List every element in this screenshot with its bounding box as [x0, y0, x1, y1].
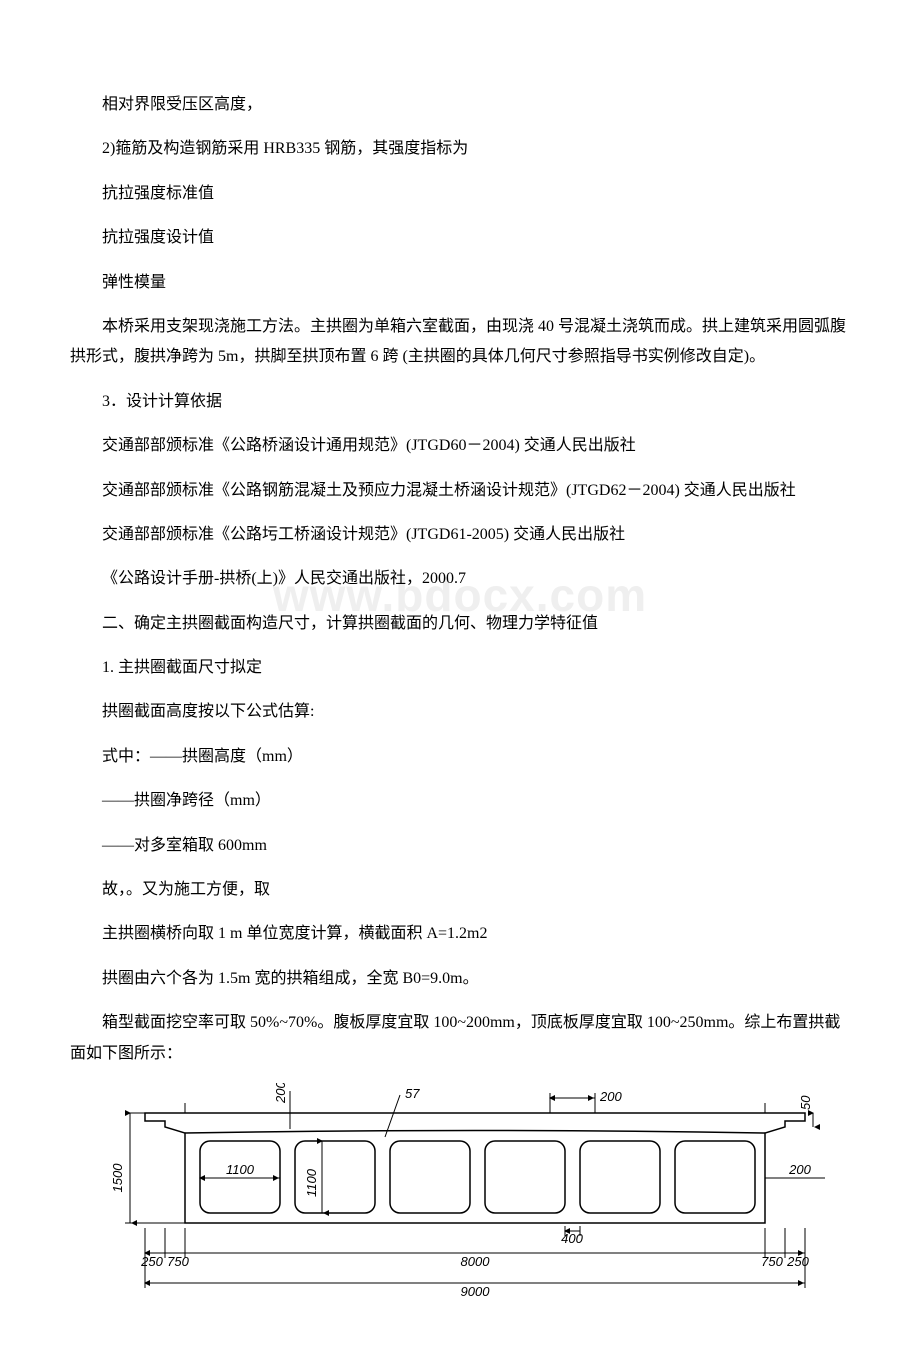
paragraph: ——拱圈净跨径（mm）: [70, 786, 850, 816]
paragraph: ——对多室箱取 600mm: [70, 831, 850, 861]
dim-label: 250: [140, 1254, 163, 1269]
dim-label: 250: [786, 1254, 809, 1269]
paragraph: 拱圈由六个各为 1.5m 宽的拱箱组成，全宽 B0=9.0m。: [70, 964, 850, 994]
dim-label: 200: [599, 1089, 622, 1104]
paragraph: 1. 主拱圈截面尺寸拟定: [70, 653, 850, 683]
paragraph: 交通部部颁标准《公路钢筋混凝土及预应力混凝土桥涵设计规范》(JTGD62－200…: [70, 476, 850, 506]
dim-label: 200: [273, 1083, 288, 1104]
dim-label: 1100: [304, 1168, 319, 1197]
dim-label: 1500: [110, 1163, 125, 1193]
paragraph: 式中：——拱圈高度（mm）: [70, 742, 850, 772]
cross-section-diagram: 200 57 200 50 1500 1100: [90, 1083, 830, 1308]
dim-label: 9000: [461, 1284, 491, 1299]
paragraph: 相对界限受压区高度，: [70, 90, 850, 120]
paragraph: 弹性模量: [70, 268, 850, 298]
dim-label: 750: [167, 1254, 189, 1269]
paragraph: 抗拉强度设计值: [70, 223, 850, 253]
paragraph: 抗拉强度标准值: [70, 179, 850, 209]
dim-label: 400: [561, 1231, 583, 1246]
paragraph: 交通部部颁标准《公路圬工桥涵设计规范》(JTGD61-2005) 交通人民出版社: [70, 520, 850, 550]
dim-label: 50: [798, 1095, 813, 1110]
dim-label: 1100: [226, 1162, 255, 1177]
document-body: 相对界限受压区高度， 2)箍筋及构造钢筋采用 HRB335 钢筋，其强度指标为 …: [70, 90, 850, 1308]
paragraph: 主拱圈横桥向取 1 m 单位宽度计算，横截面积 A=1.2m2: [70, 919, 850, 949]
paragraph: 《公路设计手册-拱桥(上)》人民交通出版社，2000.7: [70, 564, 850, 594]
dim-label: 200: [788, 1162, 811, 1177]
paragraph: 箱型截面挖空率可取 50%~70%。腹板厚度宜取 100~200mm，顶底板厚度…: [70, 1008, 850, 1069]
paragraph: 交通部部颁标准《公路桥涵设计通用规范》(JTGD60－2004) 交通人民出版社: [70, 431, 850, 461]
paragraph: 3．设计计算依据: [70, 387, 850, 417]
dim-label: 8000: [461, 1254, 491, 1269]
paragraph: 2)箍筋及构造钢筋采用 HRB335 钢筋，其强度指标为: [70, 134, 850, 164]
dim-label: 750: [761, 1254, 783, 1269]
paragraph: 本桥采用支架现浇施工方法。主拱圈为单箱六室截面，由现浇 40 号混凝土浇筑而成。…: [70, 312, 850, 373]
paragraph: 故，。又为施工方便，取: [70, 875, 850, 905]
paragraph: 拱圈截面高度按以下公式估算:: [70, 697, 850, 727]
dim-label: 57: [405, 1086, 420, 1101]
paragraph: 二、确定主拱圈截面构造尺寸，计算拱圈截面的几何、物理力学特征值: [70, 609, 850, 639]
